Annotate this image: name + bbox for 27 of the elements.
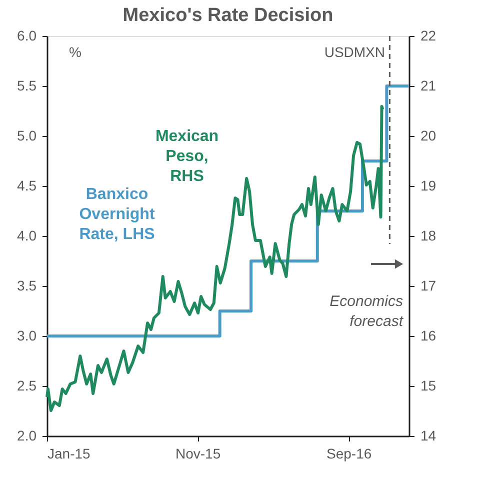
annotation: Economics forecast (330, 293, 404, 330)
y-tick-label: 3.0 (17, 328, 37, 344)
y2-tick-label: 18 (420, 228, 436, 244)
y-tick-label: 4.0 (17, 228, 37, 244)
y-tick-label: 5.5 (17, 78, 37, 94)
series-label: Mexican Peso, RHS (155, 128, 219, 185)
y-tick-label: 6.0 (17, 28, 37, 44)
x-tick-label: Sep-16 (326, 446, 372, 462)
y-tick-label: 4.5 (17, 178, 37, 194)
chart-title: Mexico's Rate Decision (122, 5, 334, 26)
y-axis-title: % (69, 44, 82, 60)
y-tick-label: 2.0 (17, 428, 37, 444)
y2-axis-title: USDMXN (324, 44, 385, 60)
y-tick-label: 2.5 (17, 378, 37, 394)
y2-tick-label: 21 (420, 78, 436, 94)
text: Banxico Overnight Rate, LHS (79, 186, 156, 243)
y-tick-label: 5.0 (17, 128, 37, 144)
y2-tick-label: 19 (420, 178, 436, 194)
x-tick-label: Jan-15 (48, 446, 91, 462)
y2-tick-label: 14 (420, 428, 436, 444)
x-tick-label: Nov-15 (175, 446, 221, 462)
y2-tick-label: 22 (420, 28, 436, 44)
y2-tick-label: 17 (420, 278, 436, 294)
y2-tick-label: 16 (420, 328, 436, 344)
y2-tick-label: 20 (420, 128, 436, 144)
y-tick-label: 3.5 (17, 278, 37, 294)
y2-tick-label: 15 (420, 378, 436, 394)
